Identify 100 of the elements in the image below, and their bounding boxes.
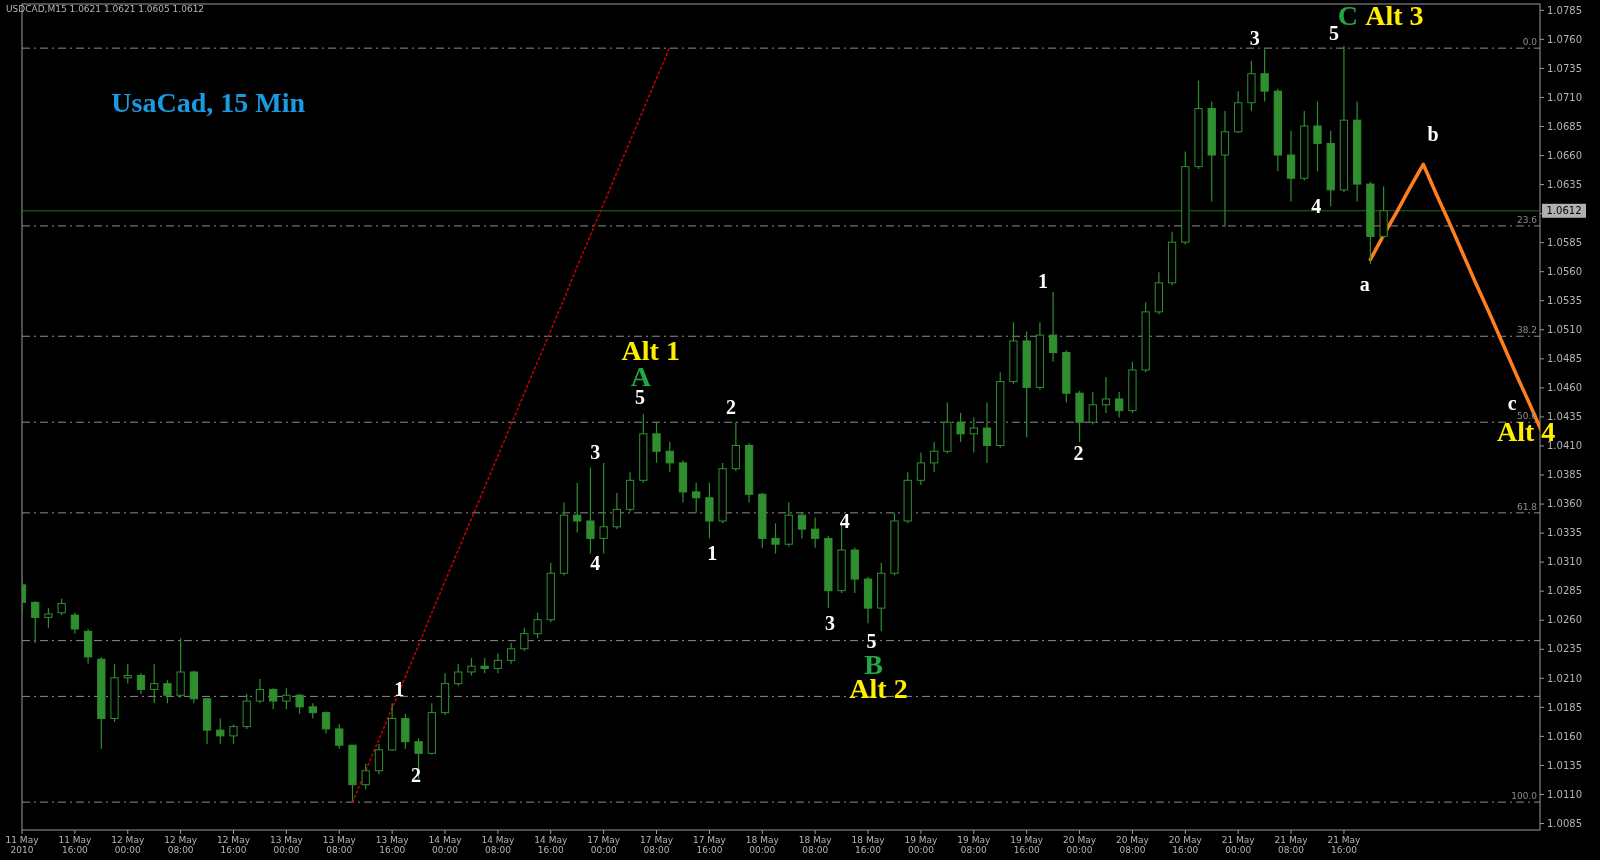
x-tick-label: 21 May 16:00 [1327,835,1362,856]
candlestick [70,612,80,635]
candlestick [731,421,740,472]
candlestick [982,401,992,464]
candlestick [1313,100,1322,172]
y-tick-label: 1.0685 [1547,120,1582,132]
annotation: C [1337,0,1359,32]
annotation: 3 [590,440,601,463]
annotation: 61.8 [1516,501,1538,512]
annotation: a [1359,273,1370,296]
x-tick-label: 19 May 00:00 [904,835,939,856]
candlestick [295,693,304,715]
annotation: Alt 3 [1365,0,1424,32]
y-tick-label: 1.0635 [1547,178,1582,190]
candlestick [374,743,384,775]
x-tick-label: 13 May 08:00 [322,835,357,856]
annotation: 4 [839,510,850,533]
y-tick-label: 1.0210 [1547,672,1582,684]
candlestick [1220,110,1230,228]
ref-line-label: 1.0612 [1546,205,1582,217]
y-tick-label: 1.0360 [1547,498,1582,510]
y-tick-label: 1.0585 [1547,236,1582,248]
y-tick-label: 1.0235 [1547,643,1582,655]
candlestick [930,441,939,473]
annotation: 4 [590,551,601,574]
y-tick-label: 1.0785 [1547,4,1582,16]
y-tick-label: 1.0760 [1547,33,1582,45]
y-tick-label: 1.0260 [1547,614,1582,626]
candlestick [1048,291,1058,363]
annotation: USDCAD,M15 1.0621 1.0621 1.0605 1.0612 [6,4,205,14]
x-tick-label: 20 May 16:00 [1168,835,1203,856]
candlestick [401,713,410,750]
annotation: 100.0 [1511,791,1538,802]
y-tick-label: 1.0735 [1547,62,1582,74]
annotation: 23.6 [1516,214,1538,225]
candlestick [612,492,622,530]
x-tick-label: 14 May 00:00 [428,835,463,856]
y-tick-label: 1.0460 [1547,382,1582,394]
y-tick-label: 1.0335 [1547,527,1582,539]
x-tick-label: 21 May 00:00 [1221,835,1256,856]
y-tick-label: 1.0135 [1547,759,1582,771]
candlestick [797,512,807,539]
x-tick-label: 11 May 2010 [5,835,40,856]
candlestick [652,421,661,464]
annotation: 2 [411,764,422,787]
candlestick [229,723,238,745]
y-tick-label: 1.0185 [1547,701,1582,713]
x-tick-label: 13 May 00:00 [269,835,304,856]
candlestick [269,687,278,710]
y-tick-label: 1.0110 [1547,788,1582,800]
x-tick-label: 12 May 08:00 [164,835,198,856]
y-tick-label: 1.0560 [1547,265,1582,277]
candlestick [520,627,529,652]
y-tick-label: 1.0510 [1547,323,1582,335]
candlestick [163,679,172,704]
x-tick-label: 17 May 00:00 [587,835,621,856]
x-tick-label: 19 May 08:00 [957,835,991,856]
candlestick [44,607,53,629]
x-tick-label: 18 May 16:00 [851,835,886,856]
x-tick-label: 17 May 08:00 [640,835,674,856]
candlestick [956,412,965,443]
annotation: 1 [394,677,405,700]
y-tick-label: 1.0310 [1547,556,1582,568]
annotation: 0.0 [1522,37,1538,48]
annotation: 5 [1329,22,1340,45]
annotation: 2 [1073,442,1084,465]
candlestick [533,612,542,639]
annotation: b [1427,122,1439,145]
candlestick [586,466,595,555]
y-tick-label: 1.0160 [1547,730,1582,742]
x-tick-label: 14 May 16:00 [534,835,568,856]
x-tick-label: 12 May 00:00 [111,835,145,856]
candlestick [771,522,780,555]
x-tick-label: 20 May 08:00 [1115,835,1150,856]
x-tick-label: 13 May 16:00 [375,835,410,856]
y-tick-label: 1.0710 [1547,91,1582,103]
y-tick-label: 1.0085 [1547,817,1582,829]
candlestick [216,717,225,745]
x-tick-label: 14 May 08:00 [481,835,516,856]
candlestick [599,462,608,555]
candlestick [335,723,344,750]
annotation: 1 [707,541,718,564]
annotation: 2 [725,396,736,419]
candlestick [916,451,926,486]
y-tick-label: 1.0535 [1547,294,1582,306]
annotation: 1 [1037,270,1048,293]
y-tick-label: 1.0385 [1547,469,1582,481]
text: UsaCad, 15 Min [111,87,306,119]
candlestick [150,663,159,704]
candlestick [969,416,978,454]
candlestick [361,763,370,790]
y-tick-label: 1.0435 [1547,411,1582,423]
x-tick-label: 19 May 16:00 [1010,835,1044,856]
x-tick-label: 12 May 16:00 [217,835,251,856]
y-tick-label: 1.0410 [1547,440,1582,452]
candlestick [1088,391,1097,426]
annotation: 5 [634,386,645,409]
annotation: c [1507,392,1517,415]
candlestick [811,516,820,549]
y-tick-label: 1.0485 [1547,353,1582,365]
